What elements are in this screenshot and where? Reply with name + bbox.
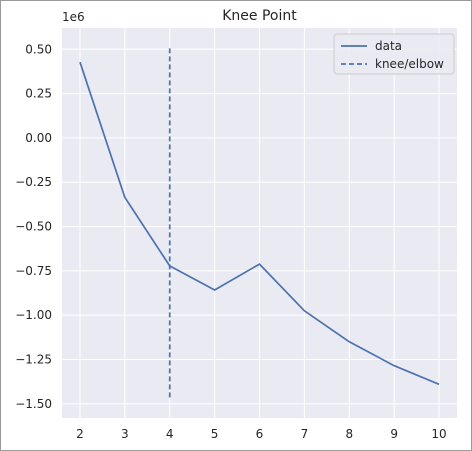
legend-label: knee/elbow xyxy=(375,57,444,71)
x-tick-label: 5 xyxy=(211,427,219,441)
y-tick-label: −0.50 xyxy=(15,220,52,234)
legend-box xyxy=(333,33,455,75)
x-tick-label: 4 xyxy=(166,427,174,441)
legend-label: data xyxy=(375,39,402,53)
y-tick-label: −1.00 xyxy=(15,308,52,322)
y-tick-label: 0.50 xyxy=(25,42,52,56)
y-offset-label: 1e6 xyxy=(62,10,85,24)
y-tick-labels: 0.50 0.25 0.00 −0.25 −0.50 −0.75 −1.00 −1.25 −1.… xyxy=(15,42,52,411)
y-tick-label: 0.25 xyxy=(25,87,52,101)
chart-title: Knee Point xyxy=(222,8,297,24)
series-line-data xyxy=(79,61,440,386)
x-tick-label: 3 xyxy=(121,427,129,441)
x-tick-label: 9 xyxy=(390,427,398,441)
y-tick-label: −0.75 xyxy=(15,264,52,278)
x-tick-label: 6 xyxy=(256,427,264,441)
y-tick-label: −0.25 xyxy=(15,175,52,189)
x-tick-labels: 2 3 4 5 6 7 8 9 10 xyxy=(76,427,447,441)
y-tick-label: 0.00 xyxy=(25,131,52,145)
series-layer xyxy=(79,48,440,400)
y-tick-label: −1.50 xyxy=(15,397,52,411)
legend: data knee/elbow xyxy=(333,33,455,75)
x-tick-label: 8 xyxy=(345,427,353,441)
x-tick-label: 10 xyxy=(431,427,446,441)
x-tick-label: 2 xyxy=(76,427,84,441)
y-tick-label: −1.25 xyxy=(15,353,52,367)
x-tick-label: 7 xyxy=(301,427,309,441)
